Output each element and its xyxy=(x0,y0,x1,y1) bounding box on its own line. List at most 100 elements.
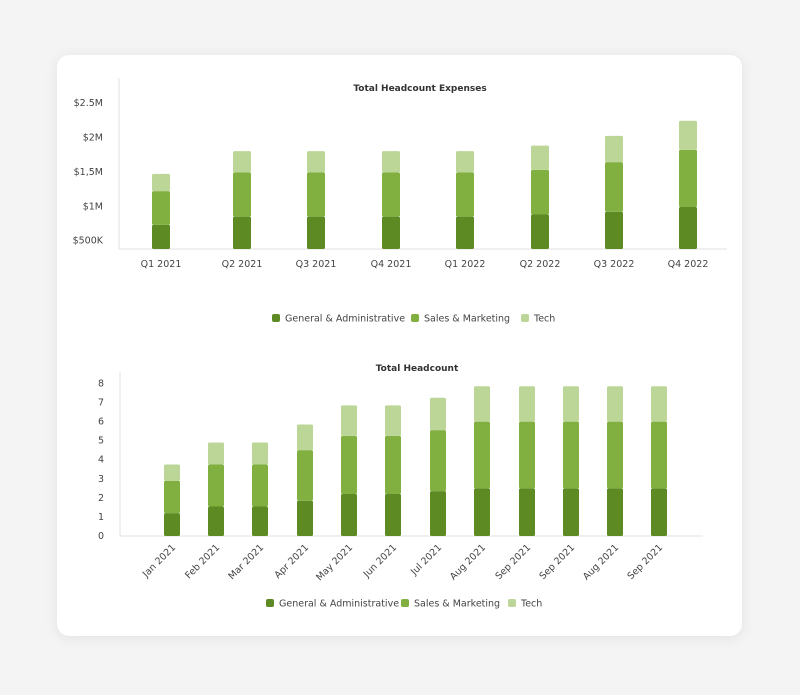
bar-segment xyxy=(519,386,535,422)
bar-segment xyxy=(605,162,623,212)
y-tick-label: $2M xyxy=(83,132,103,143)
bar-segment xyxy=(382,172,400,217)
legend-label: General & Administrative xyxy=(279,599,399,610)
bar-segment xyxy=(563,488,579,536)
bar-segment xyxy=(385,494,401,536)
y-tick-label: $2.5M xyxy=(74,98,103,109)
x-tick-label: Mar 2021 xyxy=(226,542,266,582)
x-tick-label: Sep 2021 xyxy=(625,542,665,582)
bar-segment xyxy=(456,172,474,217)
bar-segment xyxy=(519,488,535,536)
y-tick-label: $500K xyxy=(73,236,104,247)
bar-segment xyxy=(341,435,357,495)
bar-segment xyxy=(474,421,490,489)
bar-segment xyxy=(563,386,579,422)
bar-segment xyxy=(382,216,400,249)
y-tick-label: 8 xyxy=(98,378,104,389)
bar-segment xyxy=(233,172,251,217)
bar-segment xyxy=(382,151,400,173)
bar-segment xyxy=(456,151,474,173)
bar-segment xyxy=(341,405,357,436)
bar-segment xyxy=(252,442,268,465)
bar-segment xyxy=(164,513,180,536)
y-tick-label: 2 xyxy=(98,493,104,504)
bar-segment xyxy=(474,488,490,536)
bar-segment xyxy=(607,488,623,536)
bar-segment xyxy=(252,464,268,507)
x-tick-label: Q3 2021 xyxy=(296,259,337,270)
x-tick-label: Q4 2021 xyxy=(371,259,412,270)
y-tick-label: 3 xyxy=(98,474,104,485)
bar-segment xyxy=(651,488,667,536)
bar-segment xyxy=(456,216,474,249)
chart-title-expenses: Total Headcount Expenses xyxy=(353,84,486,94)
bar-segment xyxy=(252,506,268,536)
bar-segment xyxy=(152,173,170,192)
bar-segment xyxy=(208,442,224,465)
bar-segment xyxy=(605,135,623,163)
x-tick-label: Q3 2022 xyxy=(594,259,635,270)
chart-title-headcount: Total Headcount xyxy=(376,364,459,374)
y-tick-label: $1M xyxy=(83,201,103,212)
bar-segment xyxy=(385,435,401,495)
legend-swatch xyxy=(401,599,409,607)
x-tick-label: Q2 2022 xyxy=(520,259,561,270)
bar-segment xyxy=(563,421,579,489)
legend-label: Sales & Marketing xyxy=(414,599,500,610)
y-tick-label: $1,5M xyxy=(74,167,103,178)
bar-segment xyxy=(307,216,325,249)
x-tick-label: Q4 2022 xyxy=(668,259,709,270)
legend-label: General & Administrative xyxy=(285,314,405,325)
bar-segment xyxy=(341,494,357,536)
bar-segment xyxy=(164,464,180,481)
bar-segment xyxy=(531,169,549,215)
bar-segment xyxy=(651,421,667,489)
x-tick-label: Sep 2021 xyxy=(537,542,577,582)
x-tick-label: Sep 2021 xyxy=(493,542,533,582)
bar-segment xyxy=(531,145,549,170)
bar-segment xyxy=(208,464,224,507)
x-tick-label: Aug 2021 xyxy=(448,542,488,582)
bar-segment xyxy=(430,491,446,536)
bar-segment xyxy=(474,386,490,422)
y-tick-label: 5 xyxy=(98,436,104,447)
legend-label: Tech xyxy=(520,599,542,610)
bar-segment xyxy=(385,405,401,436)
bar-segment xyxy=(152,224,170,249)
bar-segment xyxy=(297,450,313,501)
x-tick-label: Aug 2021 xyxy=(581,542,621,582)
x-tick-label: Jun 2021 xyxy=(361,542,399,580)
legend-swatch xyxy=(272,314,280,322)
bar-segment xyxy=(164,480,180,514)
bar-segment xyxy=(307,172,325,217)
bar-segment xyxy=(651,386,667,422)
bar-segment xyxy=(297,500,313,536)
bar-segment xyxy=(297,424,313,451)
bar-segment xyxy=(679,206,697,249)
y-tick-label: 1 xyxy=(98,512,104,523)
bar-segment xyxy=(307,151,325,173)
legend-swatch xyxy=(411,314,419,322)
legend-swatch xyxy=(508,599,516,607)
legend-label: Sales & Marketing xyxy=(424,314,510,325)
bar-segment xyxy=(679,120,697,150)
bar-segment xyxy=(607,386,623,422)
bar-segment xyxy=(430,397,446,431)
y-tick-label: 6 xyxy=(98,417,104,428)
bar-segment xyxy=(519,421,535,489)
x-tick-label: Jul 2021 xyxy=(408,542,444,578)
bar-segment xyxy=(430,430,446,492)
legend-swatch xyxy=(521,314,529,322)
y-tick-label: 0 xyxy=(98,531,104,542)
bar-segment xyxy=(233,216,251,249)
bar-segment xyxy=(531,214,549,249)
bar-segment xyxy=(605,211,623,249)
x-tick-label: Q1 2021 xyxy=(141,259,182,270)
bar-segment xyxy=(208,506,224,536)
y-tick-label: 4 xyxy=(98,455,104,466)
x-tick-label: Jan 2021 xyxy=(140,542,178,580)
legend-label: Tech xyxy=(533,314,555,325)
bar-segment xyxy=(679,149,697,207)
legend-swatch xyxy=(266,599,274,607)
